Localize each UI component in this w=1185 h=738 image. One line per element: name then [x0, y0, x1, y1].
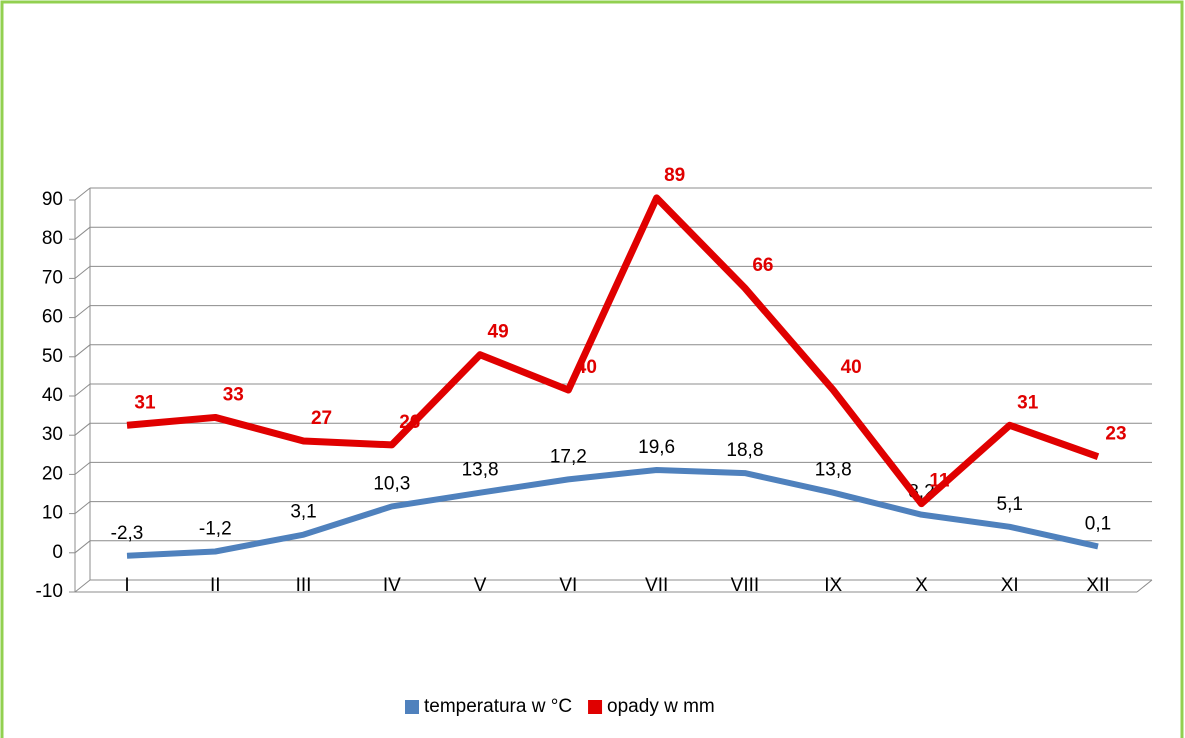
x-tick-label: V	[474, 575, 487, 596]
data-label: 13,8	[462, 460, 499, 481]
data-label: 19,6	[638, 437, 675, 458]
x-tick-label: III	[296, 575, 312, 596]
x-tick-label: VIII	[731, 575, 760, 596]
legend-label: opady w mm	[607, 696, 715, 717]
data-label: -2,3	[111, 523, 144, 544]
y-tick-label: 10	[42, 503, 63, 524]
x-tick-label: II	[210, 575, 221, 596]
data-label: 49	[488, 322, 509, 343]
x-tick-label: IX	[824, 575, 842, 596]
data-label: 33	[223, 384, 244, 405]
grid-line	[74, 540, 91, 554]
data-label: 31	[134, 392, 156, 413]
data-label: 11	[929, 471, 950, 492]
x-tick-label: I	[124, 575, 129, 596]
y-tick-label: 90	[42, 189, 63, 210]
grid-line	[74, 462, 91, 475]
data-label: 31	[1017, 392, 1039, 413]
x-tick-label: IV	[383, 575, 401, 596]
data-label: 40	[576, 357, 597, 378]
data-label: 10,3	[373, 473, 410, 494]
series-line	[126, 466, 1099, 559]
data-label: 26	[399, 412, 420, 433]
grid-line	[74, 226, 91, 240]
grid-line	[74, 383, 91, 397]
grid-line	[74, 305, 91, 318]
data-label: 23	[1105, 424, 1126, 445]
data-label: 66	[752, 255, 773, 276]
data-label: 40	[841, 357, 862, 378]
grid-line	[74, 344, 91, 358]
x-tick-label: VI	[559, 575, 577, 596]
y-tick-label: 20	[42, 463, 63, 484]
legend-swatch	[405, 700, 419, 714]
data-label: -1,2	[199, 519, 232, 540]
data-label: 3,1	[290, 502, 316, 523]
y-tick-label: -10	[36, 581, 63, 602]
legend-swatch	[588, 700, 603, 714]
grid-line	[74, 266, 91, 279]
data-label: 5,1	[997, 494, 1023, 515]
y-tick-label: 50	[42, 346, 63, 367]
data-label: 17,2	[550, 446, 587, 467]
data-label: 27	[311, 408, 332, 429]
grid-line	[74, 422, 91, 436]
x-tick-label: XI	[1001, 575, 1019, 596]
grid-line	[74, 501, 91, 514]
series-line	[126, 194, 1100, 508]
data-label: 89	[664, 165, 685, 186]
x-axis-side	[1136, 579, 1153, 593]
x-tick-label: X	[915, 575, 928, 596]
grid-line	[74, 579, 91, 593]
y-tick-label: 0	[52, 542, 63, 563]
legend-label: temperatura w °C	[424, 696, 572, 717]
y-tick-label: 30	[42, 424, 63, 445]
x-tick-label: VII	[645, 575, 668, 596]
y-tick-label: 60	[42, 307, 63, 328]
y-tick-label: 80	[42, 228, 63, 249]
y-tick-label: 40	[42, 385, 63, 406]
data-label: 13,8	[815, 460, 852, 481]
data-label: 0,1	[1085, 513, 1111, 534]
y-tick-label: 70	[42, 267, 63, 288]
grid-line	[74, 187, 91, 201]
x-tick-label: XII	[1086, 575, 1109, 596]
data-label: 18,8	[726, 440, 763, 461]
